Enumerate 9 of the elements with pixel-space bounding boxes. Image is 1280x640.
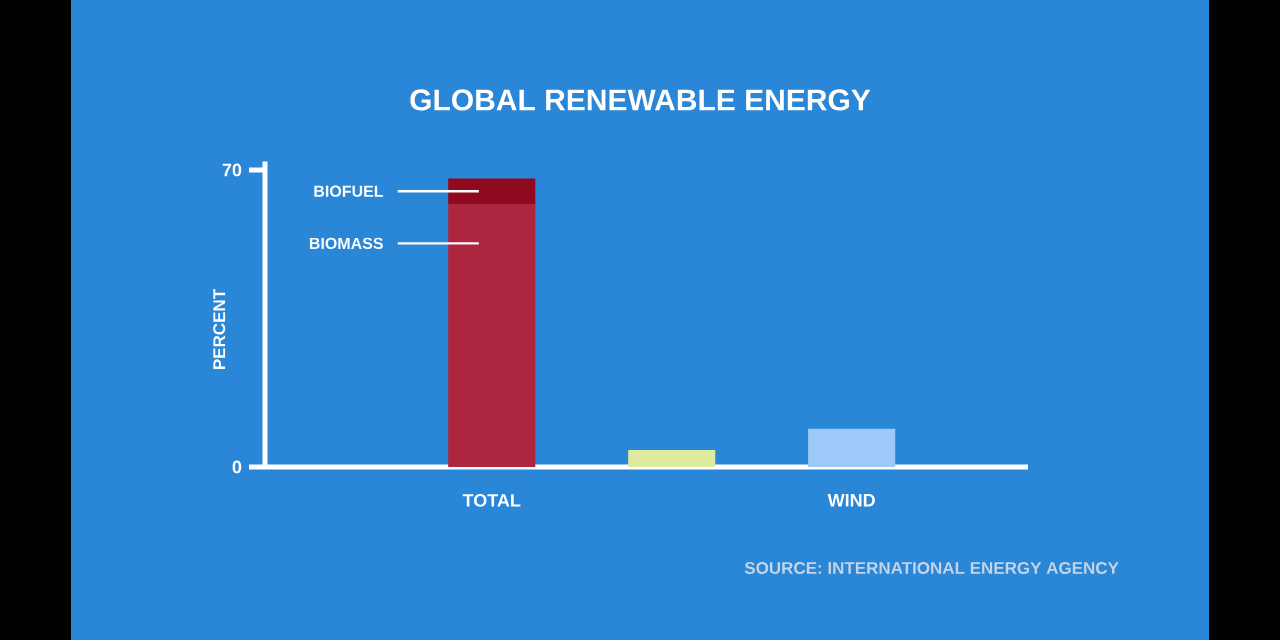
text: BIOMASS <box>309 237 383 250</box>
y-tick-label: 70 <box>222 163 242 177</box>
text: BIOFUEL <box>314 185 384 197</box>
y-tick-label: 0 <box>232 460 242 474</box>
y-axis-title: PERCENT <box>213 289 226 369</box>
x-tick-label: WIND <box>827 494 875 507</box>
chart-title: GLOBAL RENEWABLE ENERGY <box>410 89 871 111</box>
x-tick-label: TOTAL <box>462 494 521 507</box>
source-note: SOURCE: INTERNATIONAL ENERGY AGENCY <box>744 561 1119 574</box>
